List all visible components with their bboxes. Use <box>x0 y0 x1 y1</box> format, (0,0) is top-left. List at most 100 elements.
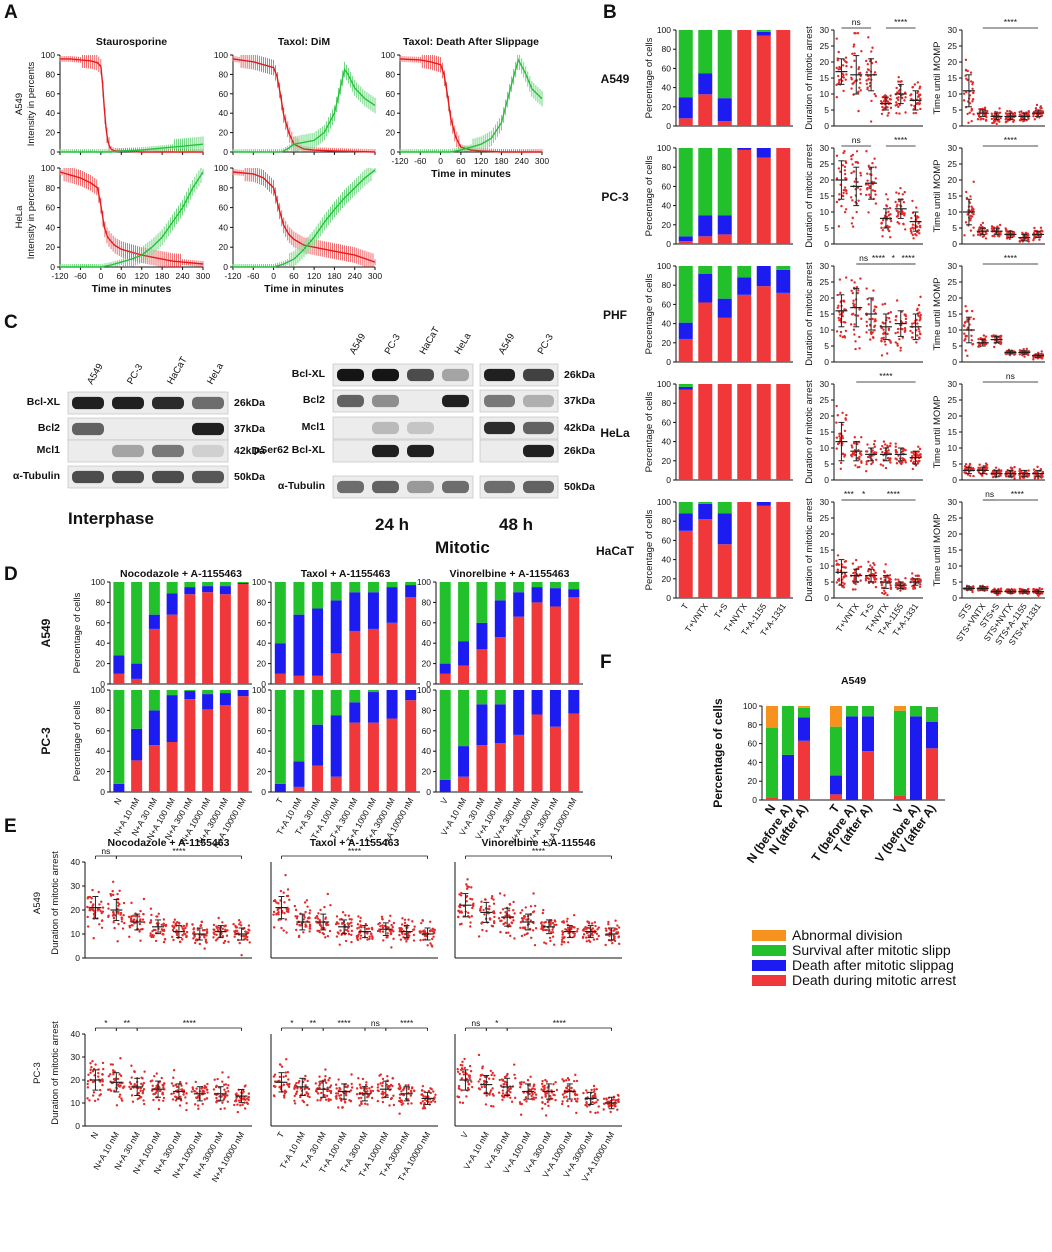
data-point <box>492 902 496 905</box>
data-point <box>856 456 859 460</box>
data-point <box>272 926 276 929</box>
data-point <box>113 1078 117 1082</box>
panel-E-title: Taxol + A-1155463 <box>310 837 400 849</box>
data-point <box>86 1080 90 1083</box>
bar-segment <box>330 600 342 654</box>
data-point <box>874 166 877 169</box>
y-tick-label: 0 <box>100 787 105 797</box>
data-point <box>238 923 241 926</box>
data-point <box>845 73 848 76</box>
interphase-blot-strip <box>67 391 229 415</box>
data-point <box>492 920 496 923</box>
bar-segment <box>717 234 732 244</box>
data-point <box>137 915 141 918</box>
data-point <box>979 336 982 340</box>
series-line-red <box>232 58 376 153</box>
data-point <box>880 586 884 590</box>
bar-segment <box>349 582 361 593</box>
data-point <box>836 293 839 297</box>
data-point <box>844 321 847 324</box>
data-point <box>867 183 870 186</box>
data-point <box>966 69 969 73</box>
bar-segment <box>131 678 143 684</box>
y-tick-label: 60 <box>96 726 106 736</box>
data-point <box>879 447 883 451</box>
data-point <box>899 186 902 190</box>
data-point <box>242 934 245 938</box>
data-point <box>560 943 563 946</box>
data-point <box>865 287 868 290</box>
data-point <box>302 918 305 921</box>
bar-segment <box>166 690 178 696</box>
data-point <box>324 917 327 921</box>
blot-band <box>442 480 469 494</box>
significance-label: **** <box>894 135 908 145</box>
data-point <box>130 1076 133 1079</box>
panel-E-row-label-A549: A549 <box>32 892 43 914</box>
blot-band <box>192 396 224 410</box>
data-point <box>520 916 524 920</box>
data-point <box>859 192 863 196</box>
data-point <box>162 940 166 944</box>
data-point <box>860 460 863 463</box>
data-point <box>836 59 839 62</box>
data-point <box>904 228 907 231</box>
panel-A-title: Taxol: Death After Slippage <box>403 36 539 48</box>
data-point <box>856 442 859 446</box>
data-point <box>845 413 848 417</box>
mitotic-row-label: Bcl2 <box>303 394 325 406</box>
y-tick-label: 60 <box>96 618 106 628</box>
data-point <box>239 924 243 927</box>
y-tick-label: 30 <box>948 379 958 389</box>
panel-B-momp-ylabel: Time until MOMP <box>932 395 943 468</box>
data-point <box>964 334 967 338</box>
data-point <box>284 873 287 877</box>
data-point <box>874 585 878 589</box>
data-point <box>112 920 115 924</box>
data-point <box>1035 473 1039 477</box>
data-point <box>901 457 904 460</box>
data-point <box>203 947 206 950</box>
significance-label: **** <box>1004 253 1018 263</box>
panel-label-C: C <box>4 312 18 333</box>
data-point <box>244 934 248 937</box>
data-point <box>130 915 133 918</box>
data-point <box>412 933 416 937</box>
data-point <box>123 921 126 925</box>
data-point <box>205 941 208 944</box>
data-point <box>275 901 278 904</box>
data-point <box>1021 354 1024 357</box>
data-point <box>869 338 872 341</box>
y-tick-label: 10 <box>948 89 958 99</box>
bar-segment <box>568 597 580 684</box>
data-point <box>1013 470 1017 473</box>
data-point <box>915 341 918 344</box>
data-point <box>852 45 855 48</box>
data-point <box>897 75 900 79</box>
data-point <box>836 414 840 417</box>
data-point <box>304 923 307 926</box>
bar-segment <box>274 783 286 792</box>
bar-segment <box>494 690 506 705</box>
data-point <box>918 102 922 105</box>
data-point <box>910 97 913 101</box>
data-point <box>139 939 142 942</box>
data-point <box>860 436 863 439</box>
data-point <box>856 466 859 469</box>
data-point <box>421 918 424 922</box>
data-point <box>1036 465 1039 469</box>
data-point <box>513 937 516 940</box>
data-point <box>964 221 968 224</box>
bar-segment <box>737 30 752 126</box>
bar-segment <box>678 502 693 514</box>
bar-segment <box>678 97 693 119</box>
data-point <box>870 332 873 336</box>
data-point <box>386 932 389 935</box>
data-point <box>1011 234 1014 238</box>
data-point <box>918 225 922 229</box>
data-point <box>866 450 869 453</box>
data-point <box>118 1073 121 1076</box>
data-point <box>157 912 160 916</box>
data-point <box>92 1091 96 1094</box>
y-tick-label: 0 <box>75 1121 80 1131</box>
